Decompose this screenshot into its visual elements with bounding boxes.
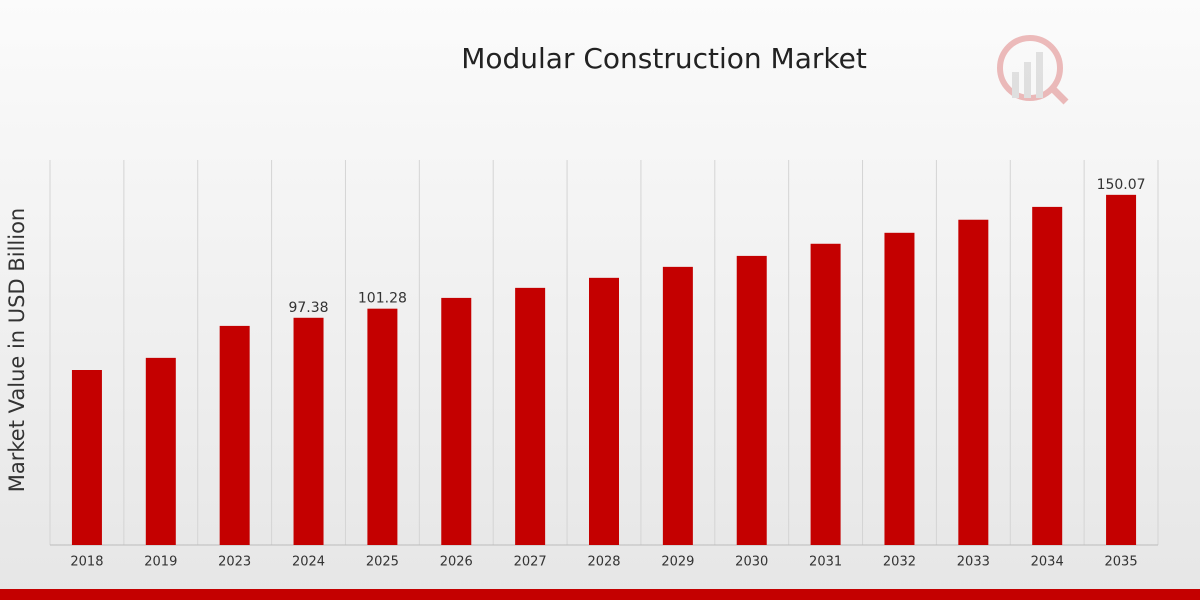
x-tick-label: 2032 bbox=[883, 555, 916, 570]
value-label: 150.07 bbox=[1097, 177, 1146, 193]
x-tick-label: 2031 bbox=[809, 555, 842, 570]
x-tick-label: 2034 bbox=[1031, 555, 1064, 570]
bar bbox=[441, 297, 472, 545]
x-tick-label: 2033 bbox=[957, 555, 990, 570]
bar bbox=[958, 219, 989, 545]
x-tick-label: 2035 bbox=[1105, 555, 1138, 570]
x-tick-label: 2025 bbox=[366, 555, 399, 570]
x-tick-label: 2018 bbox=[70, 555, 103, 570]
bar bbox=[293, 317, 324, 545]
x-tick-label: 2023 bbox=[218, 555, 251, 570]
value-label: 97.38 bbox=[288, 300, 328, 316]
logo bbox=[997, 35, 1069, 105]
bar bbox=[71, 370, 102, 545]
bar bbox=[810, 243, 841, 545]
x-tick-label: 2030 bbox=[735, 555, 768, 570]
bar bbox=[1032, 206, 1063, 545]
footer-bar bbox=[0, 589, 1200, 600]
x-tick-label: 2024 bbox=[292, 555, 325, 570]
bar bbox=[736, 255, 767, 545]
bar bbox=[515, 287, 546, 545]
bar bbox=[1106, 194, 1137, 545]
bar bbox=[589, 277, 619, 545]
bar bbox=[662, 266, 693, 545]
value-label: 101.28 bbox=[358, 291, 407, 307]
bar bbox=[219, 325, 250, 545]
y-axis-label: Market Value in USD Billion bbox=[5, 208, 29, 492]
chart-title: Modular Construction Market bbox=[461, 42, 867, 75]
x-tick-label: 2027 bbox=[514, 555, 547, 570]
x-tick-label: 2019 bbox=[144, 555, 177, 570]
x-tick-label: 2028 bbox=[587, 555, 620, 570]
bar bbox=[884, 232, 915, 546]
x-tick-label: 2029 bbox=[661, 555, 694, 570]
bar bbox=[145, 357, 176, 545]
x-tick-label: 2026 bbox=[440, 555, 473, 570]
bar bbox=[367, 308, 398, 545]
